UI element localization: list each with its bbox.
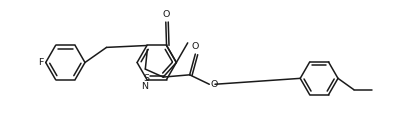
Text: S: S bbox=[144, 74, 150, 83]
Text: O: O bbox=[162, 10, 169, 19]
Text: N: N bbox=[142, 82, 148, 91]
Text: F: F bbox=[38, 58, 43, 67]
Text: O: O bbox=[211, 80, 218, 89]
Text: O: O bbox=[192, 42, 199, 51]
